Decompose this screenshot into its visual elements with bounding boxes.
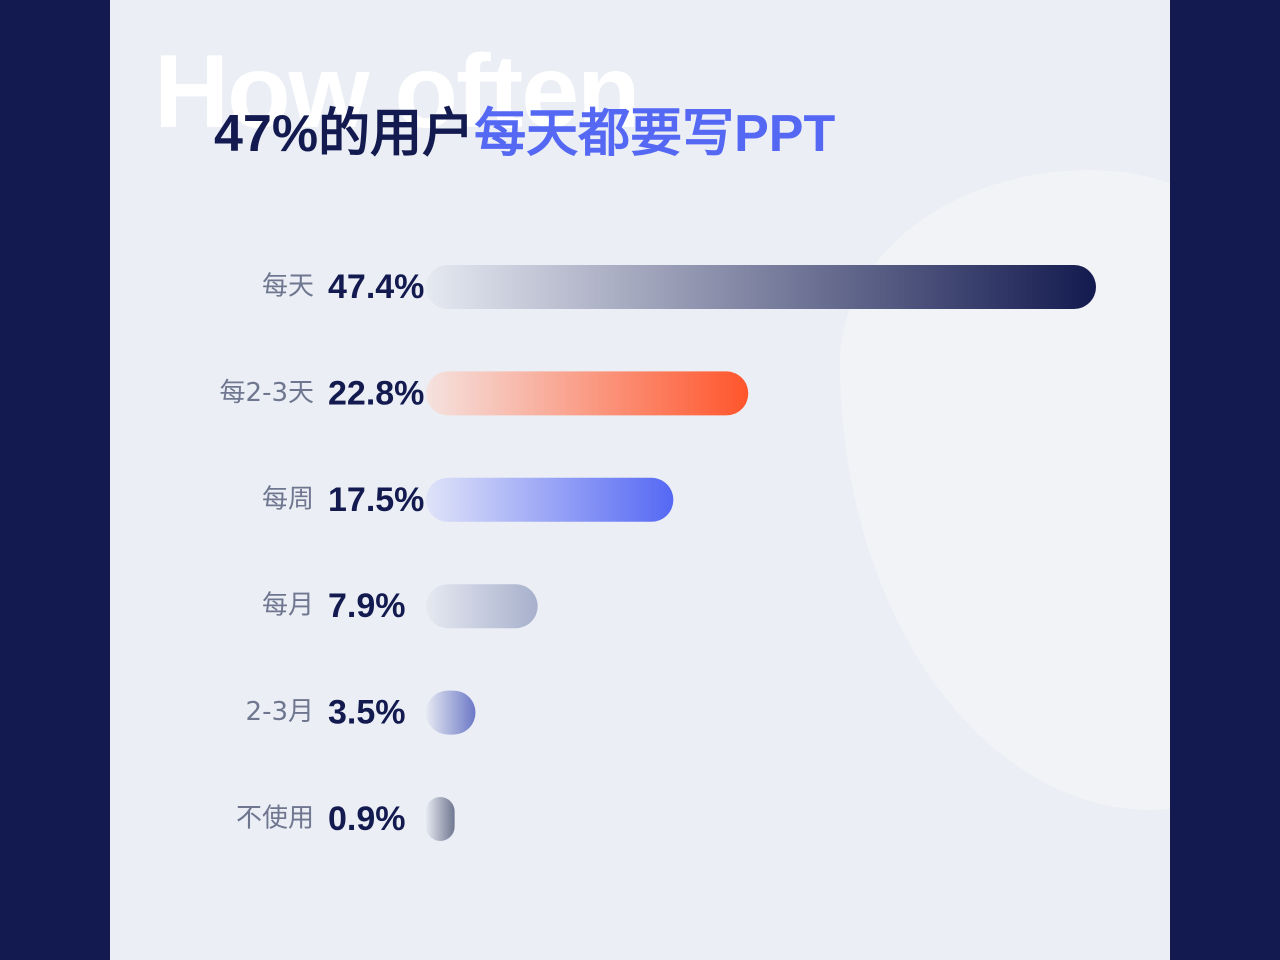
value-label: 22.8% <box>328 374 424 412</box>
content-panel: How often 47%的用户每天都要写PPT <box>110 0 1170 960</box>
value-label: 7.9% <box>328 587 406 625</box>
bar-6 <box>426 797 455 841</box>
category-label: 每2-3天 <box>220 378 314 408</box>
title-part-dark: 47%的用户 <box>214 105 475 163</box>
category-label: 2-3月 <box>246 697 314 727</box>
value-label: 0.9% <box>328 800 406 838</box>
background-watermark-text: How often <box>154 34 641 150</box>
bar-1 <box>426 265 1096 309</box>
value-label: 3.5% <box>328 694 406 732</box>
value-label: 47.4% <box>328 268 424 306</box>
bar-2 <box>426 371 749 416</box>
category-label: 每天 <box>262 272 314 302</box>
category-label: 不使用 <box>236 804 314 834</box>
chart-title: 47%的用户每天都要写PPT <box>214 108 835 160</box>
bar-5 <box>426 690 476 735</box>
category-label: 每周 <box>262 484 314 514</box>
category-label: 每月 <box>262 591 314 621</box>
title-part-accent: 每天都要写PPT <box>474 105 836 163</box>
bar-3 <box>426 477 674 522</box>
bar-4 <box>426 584 538 629</box>
value-label: 17.5% <box>328 481 424 519</box>
